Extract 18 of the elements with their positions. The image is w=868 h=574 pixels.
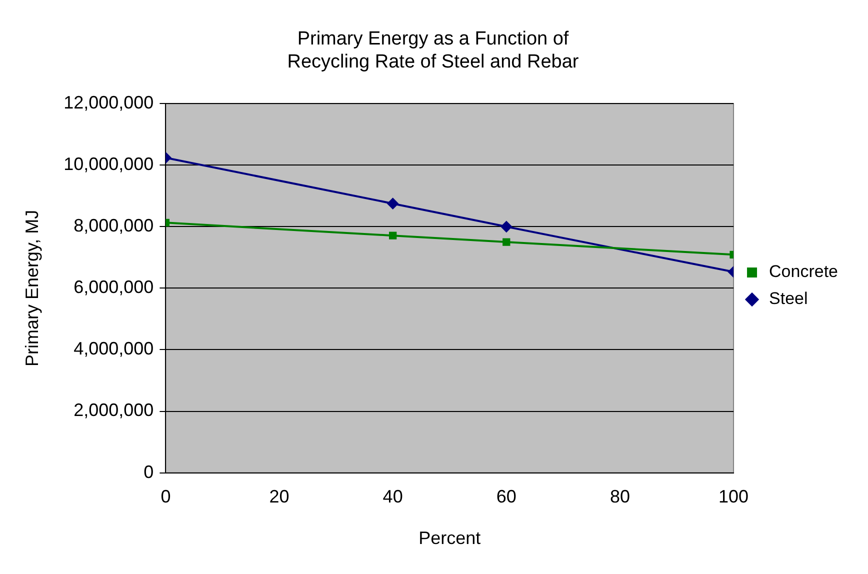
y-tick-label: 4,000,000 [74,338,154,359]
y-tick-label: 6,000,000 [74,277,154,298]
y-tick-label: 2,000,000 [74,400,154,420]
x-tick-label: 80 [610,486,630,507]
x-tick-label: 20 [269,486,290,507]
x-axis-title: Percent [418,528,481,548]
x-tick-label: 60 [496,486,516,507]
chart-title: Primary Energy as a Function of Recycling Rate of Steel and Rebar [287,28,580,72]
y-tick-label: 10,000,000 [64,154,154,174]
y-tick-label: 0 [144,462,154,482]
legend-label: Steel [769,289,808,308]
y-tick-label: 12,000,000 [64,92,154,113]
x-tick-label: 0 [160,486,171,507]
legend-label: Concrete [769,262,838,282]
x-tick-label: 100 [718,486,749,507]
x-tick-label: 40 [382,486,403,507]
y-axis-title: Primary Energy, MJ [22,210,42,367]
y-tick-label: 8,000,000 [74,216,154,236]
